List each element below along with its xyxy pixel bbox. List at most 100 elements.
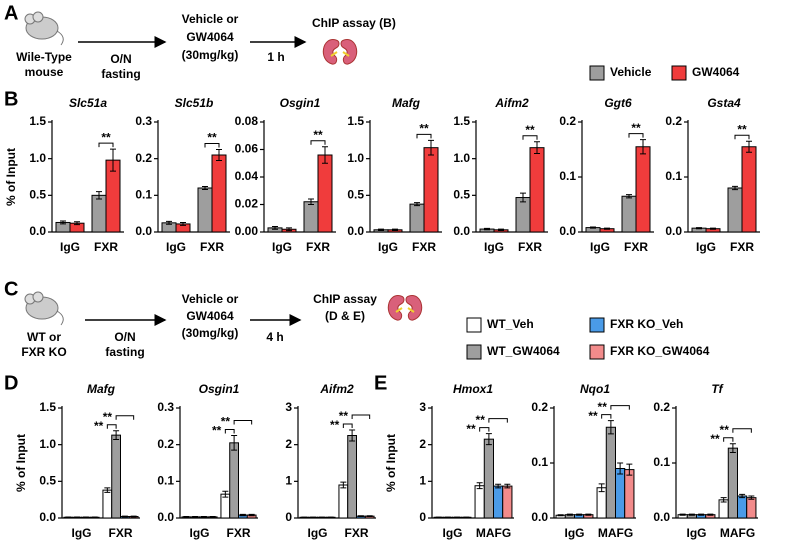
y-tick-label: 0.0	[347, 224, 364, 238]
y-tick-label: 0.0	[665, 224, 682, 238]
significance-bracket	[601, 414, 612, 419]
bar	[303, 201, 319, 233]
error-bar	[183, 516, 190, 518]
error-bar	[732, 185, 738, 191]
y-tick-label: 0.08	[235, 114, 259, 128]
y-tick-label: 0.1	[135, 188, 152, 202]
error-bar	[504, 483, 511, 489]
y-tick-label: 2	[285, 437, 292, 451]
chart-title: Ggt6	[604, 96, 632, 110]
legend-swatch	[671, 65, 687, 81]
error-bar	[534, 141, 540, 155]
y-tick-label: 0.5	[453, 188, 470, 202]
chart-title: Osgin1	[199, 382, 240, 396]
x-tick-label: FXR	[306, 240, 330, 254]
significance-label: **	[94, 419, 104, 433]
significance-label: **	[720, 423, 730, 437]
mouse-icon	[24, 11, 64, 46]
error-bar	[707, 513, 714, 516]
x-tick-label: FXR	[200, 240, 224, 254]
y-tick-label: 0	[285, 510, 292, 524]
error-bar	[166, 220, 172, 225]
error-bar	[598, 483, 605, 493]
error-bar	[710, 227, 716, 230]
x-tick-label: FXR	[345, 526, 369, 540]
bar	[423, 147, 439, 233]
significance-label: **	[525, 123, 535, 137]
bar	[111, 434, 121, 519]
y-tick-label: 0.0	[135, 224, 152, 238]
y-tick-label: 0.2	[135, 151, 152, 165]
bar	[474, 485, 485, 519]
bar	[409, 203, 425, 233]
significance-bracket	[610, 405, 630, 410]
x-tick-label: MAFG	[598, 526, 633, 540]
y-tick-label: 0.5	[347, 188, 364, 202]
x-tick-label: FXR	[518, 240, 542, 254]
error-bar	[590, 226, 596, 229]
y-tick-label: 1.0	[347, 151, 364, 165]
label: ChIP assay (B)	[312, 16, 396, 30]
error-bar	[322, 146, 328, 164]
error-bar	[248, 513, 255, 517]
y-tick-label: 1	[285, 474, 292, 488]
label: 1 h	[267, 50, 284, 64]
significance-label: **	[598, 400, 608, 414]
panel-label: B	[4, 88, 18, 110]
y-tick-label: 0.00	[235, 224, 259, 238]
significance-label: **	[737, 122, 747, 136]
bar	[727, 447, 739, 519]
diagram-c: WT or FXR KO O/N fasting Vehicle or GW4064(…	[21, 291, 423, 359]
y-tick-label: 3	[285, 400, 292, 414]
x-tick-label: IgG	[378, 240, 398, 254]
y-tick-label: 0.1	[157, 474, 174, 488]
significance-bracket	[310, 140, 326, 145]
error-bar	[104, 487, 111, 493]
error-bar	[231, 435, 238, 451]
error-bar	[272, 226, 278, 230]
label: WT or FXR KO	[21, 330, 66, 359]
chart-title: Mafg	[392, 96, 421, 110]
error-bar	[607, 420, 614, 435]
error-bar	[202, 186, 208, 190]
legend-label: WT_Veh	[487, 317, 534, 331]
bar	[211, 154, 227, 233]
error-bar	[585, 513, 592, 516]
x-tick-label: IgG	[272, 240, 292, 254]
error-bar	[698, 513, 705, 516]
y-tick-label: 0.5	[29, 188, 46, 202]
chart-title: Aifm2	[319, 382, 354, 396]
error-bar	[739, 493, 746, 499]
chart-title: Nqo1	[580, 382, 610, 396]
bar	[718, 499, 729, 519]
y-tick-label: 1	[419, 474, 426, 488]
y-axis-label: % of Input	[384, 434, 398, 492]
chart-title: Slc51a	[69, 96, 107, 110]
legend-swatch	[589, 317, 605, 333]
significance-label: **	[631, 121, 641, 135]
error-bar	[349, 429, 356, 442]
kidney-icon	[322, 38, 358, 66]
error-bar	[688, 513, 695, 516]
bar	[229, 442, 240, 519]
y-tick-label: 0.0	[653, 510, 670, 524]
bar	[529, 147, 545, 233]
y-tick-label: 0.1	[653, 455, 670, 469]
significance-label: **	[103, 410, 113, 424]
kidney-icon	[387, 294, 423, 322]
significance-bracket	[732, 428, 752, 433]
significance-label: **	[710, 432, 720, 446]
bar	[741, 146, 757, 233]
x-tick-label: FXR	[94, 240, 118, 254]
x-tick-label: FXR	[109, 526, 133, 540]
label: Vehicle or GW4064 (30mg/kg)	[182, 12, 239, 62]
error-bar	[640, 139, 646, 155]
x-tick-label: FXR	[412, 240, 436, 254]
bar	[197, 187, 213, 233]
significance-bracket	[351, 414, 371, 419]
error-bar	[617, 462, 624, 475]
significance-bracket	[723, 437, 734, 442]
error-bar	[428, 139, 434, 156]
panel-labels: A B C D E	[4, 2, 387, 394]
